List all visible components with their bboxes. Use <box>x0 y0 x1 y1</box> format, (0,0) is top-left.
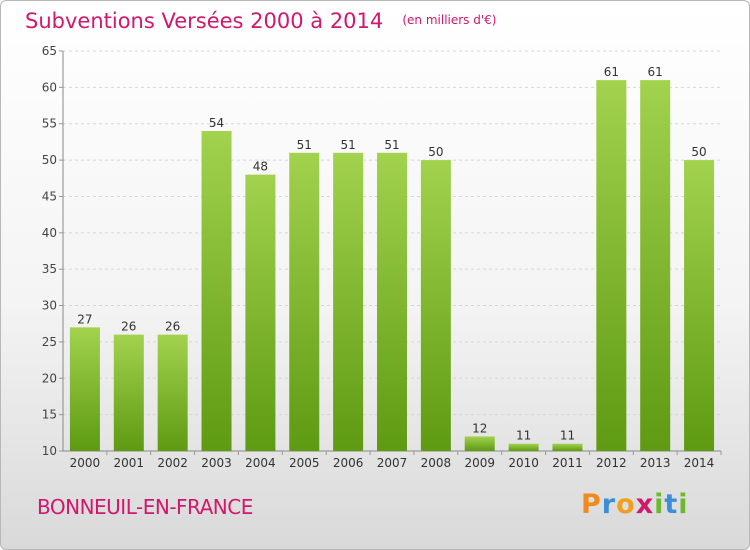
bar-2008 <box>420 160 451 451</box>
x-tick-label: 2005 <box>289 456 320 470</box>
data-label: 51 <box>384 138 399 152</box>
bar-2003 <box>201 131 232 451</box>
data-label: 26 <box>121 320 136 334</box>
data-label: 51 <box>340 138 355 152</box>
bar-2009 <box>464 436 495 451</box>
x-tick-label: 2006 <box>333 456 364 470</box>
y-tick-label: 50 <box>42 153 57 167</box>
x-tick-label: 2004 <box>245 456 276 470</box>
data-label: 11 <box>560 429 575 443</box>
x-tick-label: 2012 <box>596 456 627 470</box>
bar-2004 <box>245 174 276 452</box>
bar-2006 <box>333 152 364 451</box>
y-tick-label: 10 <box>42 444 57 458</box>
y-tick-label: 65 <box>42 44 57 58</box>
x-tick-label: 2001 <box>114 456 145 470</box>
data-label: 11 <box>516 429 531 443</box>
bar-2007 <box>377 152 407 451</box>
y-tick-label: 40 <box>42 226 57 240</box>
logo-letter: t <box>664 489 679 520</box>
y-tick-label: 35 <box>42 262 57 276</box>
data-label: 61 <box>604 65 619 79</box>
bar-2002 <box>157 334 188 451</box>
x-tick-label: 2014 <box>684 456 715 470</box>
y-tick-label: 20 <box>42 371 57 385</box>
y-tick-label: 30 <box>42 299 57 313</box>
chart-subtitle: (en milliers d'€) <box>402 13 497 27</box>
y-tick-label: 60 <box>42 80 57 94</box>
bar-2012 <box>596 80 627 451</box>
data-label: 26 <box>165 320 180 334</box>
y-tick-label: 55 <box>42 117 57 131</box>
x-tick-label: 2000 <box>70 456 101 470</box>
x-tick-label: 2009 <box>464 456 495 470</box>
data-label: 12 <box>472 421 487 435</box>
x-tick-label: 2010 <box>508 456 539 470</box>
bar-2010 <box>508 443 539 451</box>
city-name: BONNEUIL-EN-FRANCE <box>37 495 253 519</box>
data-label: 50 <box>691 145 706 159</box>
chart-title: Subventions Versées 2000 à 2014 <box>25 9 384 33</box>
data-label: 48 <box>253 160 268 174</box>
data-label: 61 <box>648 65 663 79</box>
bar-2014 <box>684 160 715 451</box>
proxiti-logo: Proxiti <box>581 489 689 520</box>
logo-letter: o <box>616 489 636 520</box>
y-tick-label: 25 <box>42 335 57 349</box>
data-label: 27 <box>77 312 92 326</box>
data-label: 54 <box>209 116 224 130</box>
data-label: 50 <box>428 145 443 159</box>
x-tick-label: 2007 <box>377 456 408 470</box>
bar-2005 <box>289 152 320 451</box>
logo-letter: i <box>654 489 665 520</box>
y-tick-label: 45 <box>42 189 57 203</box>
logo-letter: r <box>601 489 617 520</box>
data-label: 51 <box>297 138 312 152</box>
logo-letter: x <box>635 489 655 520</box>
x-tick-label: 2002 <box>157 456 188 470</box>
x-tick-label: 2011 <box>552 456 583 470</box>
logo-letter: i <box>678 489 689 520</box>
logo-letter: P <box>581 489 602 520</box>
bar-2011 <box>552 443 583 451</box>
y-tick-label: 15 <box>42 408 57 422</box>
bar-2000 <box>69 327 100 451</box>
title-block: Subventions Versées 2000 à 2014 (en mill… <box>25 9 496 33</box>
x-tick-label: 2003 <box>201 456 232 470</box>
x-tick-label: 2008 <box>421 456 452 470</box>
bar-2001 <box>113 334 144 451</box>
bar-2013 <box>640 80 671 451</box>
x-tick-label: 2013 <box>640 456 671 470</box>
